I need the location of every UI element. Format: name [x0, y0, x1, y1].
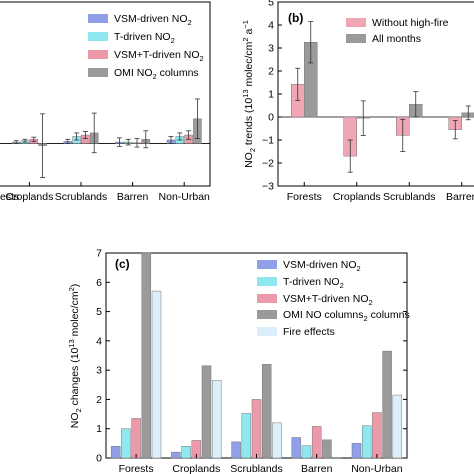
panel-c-bar — [151, 290, 162, 459]
panel-a-legend-swatch — [88, 68, 108, 77]
panel-c-bar — [322, 439, 332, 459]
panel-c-bar — [332, 457, 342, 459]
panel-c-bar — [201, 365, 212, 459]
panel-b-ytick-label: −2 — [262, 158, 274, 170]
panel-c-bar — [372, 412, 382, 459]
panel-c-bar — [272, 422, 282, 459]
panel-c-legend-label: VSM+T-driven NO2 — [283, 293, 373, 307]
panel-c-xtick-label: Barren — [301, 463, 333, 474]
panel-c-xtick-label: Croplands — [172, 463, 220, 474]
panel-c-bar — [291, 437, 302, 459]
panel-b-label: (b) — [288, 11, 303, 25]
panel-b: (b) −3 −2 −1 0 1 2 3 4 5 Forests Croplands Scrublan… — [241, 0, 474, 203]
panel-b-ytick-label: 5 — [268, 0, 274, 9]
panel-c-bar — [261, 364, 272, 459]
panel-a-xtick-label: Barren — [117, 191, 149, 203]
panel-c-bar — [392, 394, 403, 459]
panel-a-legend-swatch — [88, 50, 108, 59]
panel-c-legend-swatch — [257, 260, 277, 269]
panel-c-ytick-label: 0 — [96, 453, 102, 465]
panel-c-ytick-label: 2 — [96, 394, 102, 406]
panel-c-ytick-label: 5 — [96, 306, 102, 318]
panel-a-legend-label: T-driven NO2 — [114, 31, 175, 45]
panel-c-bar — [121, 428, 131, 459]
panel-c-xtick-label: Scrublands — [230, 463, 283, 474]
panel-b-ytick-label: 4 — [268, 20, 274, 32]
panel-b-xtick-label: Forests — [287, 191, 322, 203]
panel-a-legend-label: VSM+T-driven NO2 — [114, 49, 204, 63]
panel-c-legend-label: OMI NO columns2 columns — [283, 309, 410, 323]
panel-b-xtick-label: Croplands — [333, 191, 381, 203]
panel-a-legend-swatch — [88, 32, 108, 41]
panel-c-bar — [382, 350, 392, 459]
panel-c-bar — [251, 399, 262, 459]
panel-c-ytick-label: 4 — [96, 335, 102, 347]
panel-b-ytick-label: 2 — [268, 66, 274, 78]
panel-c-bar — [181, 446, 191, 459]
panel-b-ytick-label: −1 — [262, 135, 274, 147]
panel-c-legend-swatch — [257, 277, 277, 286]
panel-c-bar — [311, 426, 322, 459]
panel-b-ytick-label: 3 — [268, 43, 274, 55]
panel-b-xtick-label: Barren — [446, 191, 474, 203]
panel-c-legend-swatch — [257, 327, 277, 336]
panel-c-legend-label: T-driven NO2 — [283, 276, 344, 290]
panel-c-ytick-label: 3 — [96, 365, 102, 377]
panel-a-xtick-label: Croplands — [5, 191, 53, 203]
panel-c-legend-label: VSM-driven NO2 — [283, 259, 361, 273]
panel-b-legend-swatch — [346, 34, 366, 43]
panel-c-bar — [351, 443, 362, 459]
panel-c-bar — [361, 425, 372, 459]
panel-c-legend-swatch — [257, 310, 277, 319]
panel-a-frame — [0, 1, 211, 187]
panel-b-ytick-label: 0 — [268, 112, 274, 124]
panel-c-legend-swatch — [257, 294, 277, 303]
panel-c-bar — [231, 441, 241, 459]
panel-a-legend-label: VSM-driven NO2 — [114, 13, 192, 27]
panel-c-ytick-label: 1 — [96, 423, 102, 435]
panel-b-ytick-label: 1 — [268, 89, 274, 101]
panel-c: (c) 0 1 2 3 4 5 6 7 Forests Croplands Scrublands Ba… — [67, 248, 410, 474]
panel-b-ylabel: NO2 trends (1013 molec/cm2 a−1 — [241, 20, 257, 168]
panel-a-legend-label: OMI NO2 columns — [114, 67, 199, 81]
panel-c-bar — [141, 252, 152, 459]
panel-b-legend-label: All months — [372, 33, 421, 45]
panel-c-ytick-label: 6 — [96, 277, 102, 289]
panel-a-xtick-label: Scrublands — [55, 191, 108, 203]
panel-c-bar — [301, 445, 312, 459]
panel-c-label: (c) — [115, 257, 130, 271]
panel-c-bar — [131, 418, 141, 459]
panel-c-ylabel: NO2 changes (1013 molec/cm2) — [67, 284, 83, 429]
panel-b-xtick-label: Scrublands — [383, 191, 436, 203]
panel-c-bar — [241, 413, 252, 459]
panel-c-bar — [171, 451, 181, 459]
panel-c-bar — [110, 446, 121, 459]
panel-c-xtick-label: Forests — [119, 463, 154, 474]
panel-a-legend-swatch — [88, 14, 108, 23]
panel-a-xtick-label: Non-Urban — [159, 191, 211, 203]
panel-c-bar — [211, 380, 222, 459]
panel-b-ytick-label: −3 — [262, 181, 274, 193]
panel-c-ytick-label: 7 — [96, 248, 102, 260]
panel-b-legend-swatch — [346, 18, 366, 27]
panel-b-legend-label: Without high-fire — [372, 17, 449, 29]
panel-c-xtick-label: Non-Urban — [351, 463, 403, 474]
panel-a-xtick-label: ests — [0, 191, 19, 203]
panel-c-legend-label: Fire effects — [283, 326, 335, 338]
